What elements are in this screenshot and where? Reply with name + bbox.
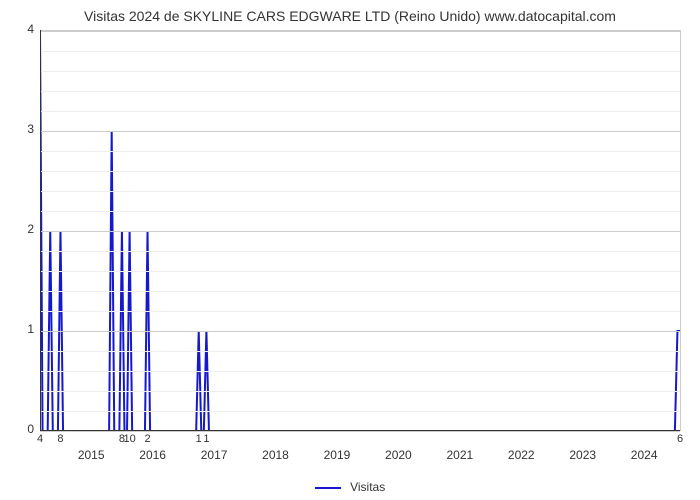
minor-gridline: [40, 291, 680, 292]
minor-gridline: [40, 271, 680, 272]
minor-gridline: [40, 171, 680, 172]
minor-gridline: [40, 251, 680, 252]
minor-gridline: [40, 111, 680, 112]
x-tick-label: 2023: [569, 448, 596, 462]
legend-swatch: [315, 487, 341, 489]
data-point-label: 8: [57, 433, 63, 445]
chart-title: Visitas 2024 de SKYLINE CARS EDGWARE LTD…: [0, 0, 700, 24]
x-tick-label: 2022: [508, 448, 535, 462]
minor-gridline: [40, 191, 680, 192]
minor-gridline: [40, 391, 680, 392]
major-gridline: [40, 331, 680, 332]
y-tick-label: 2: [14, 222, 34, 236]
minor-gridline: [40, 51, 680, 52]
chart-container: Visitas 2024 de SKYLINE CARS EDGWARE LTD…: [0, 0, 700, 500]
x-tick-label: 2019: [324, 448, 351, 462]
x-axis-line: [40, 430, 680, 431]
major-gridline: [40, 31, 680, 32]
data-point-label: 6: [677, 433, 683, 445]
y-tick-label: 0: [14, 422, 34, 436]
data-point-label: 10: [123, 433, 135, 445]
data-point-label: 2: [144, 433, 150, 445]
x-tick-label: 2017: [201, 448, 228, 462]
y-tick-label: 4: [14, 22, 34, 36]
minor-gridline: [40, 311, 680, 312]
y-tick-label: 3: [14, 122, 34, 136]
minor-gridline: [40, 151, 680, 152]
data-point-label: 4: [37, 433, 43, 445]
minor-gridline: [40, 351, 680, 352]
legend-label: Visitas: [350, 480, 385, 494]
minor-gridline: [40, 411, 680, 412]
minor-gridline: [40, 71, 680, 72]
minor-gridline: [40, 91, 680, 92]
x-tick-label: 2020: [385, 448, 412, 462]
x-tick-label: 2016: [139, 448, 166, 462]
major-gridline: [40, 231, 680, 232]
x-tick-label: 2018: [262, 448, 289, 462]
x-tick-label: 2015: [78, 448, 105, 462]
plot-area: [40, 30, 681, 431]
y-axis-line: [40, 30, 41, 430]
data-point-label: 1: [196, 433, 202, 445]
y-tick-label: 1: [14, 322, 34, 336]
legend: Visitas: [0, 480, 700, 494]
minor-gridline: [40, 211, 680, 212]
major-gridline: [40, 131, 680, 132]
x-tick-label: 2024: [631, 448, 658, 462]
x-tick-label: 2021: [446, 448, 473, 462]
data-point-label: 1: [203, 433, 209, 445]
major-gridline: [40, 431, 680, 432]
minor-gridline: [40, 371, 680, 372]
